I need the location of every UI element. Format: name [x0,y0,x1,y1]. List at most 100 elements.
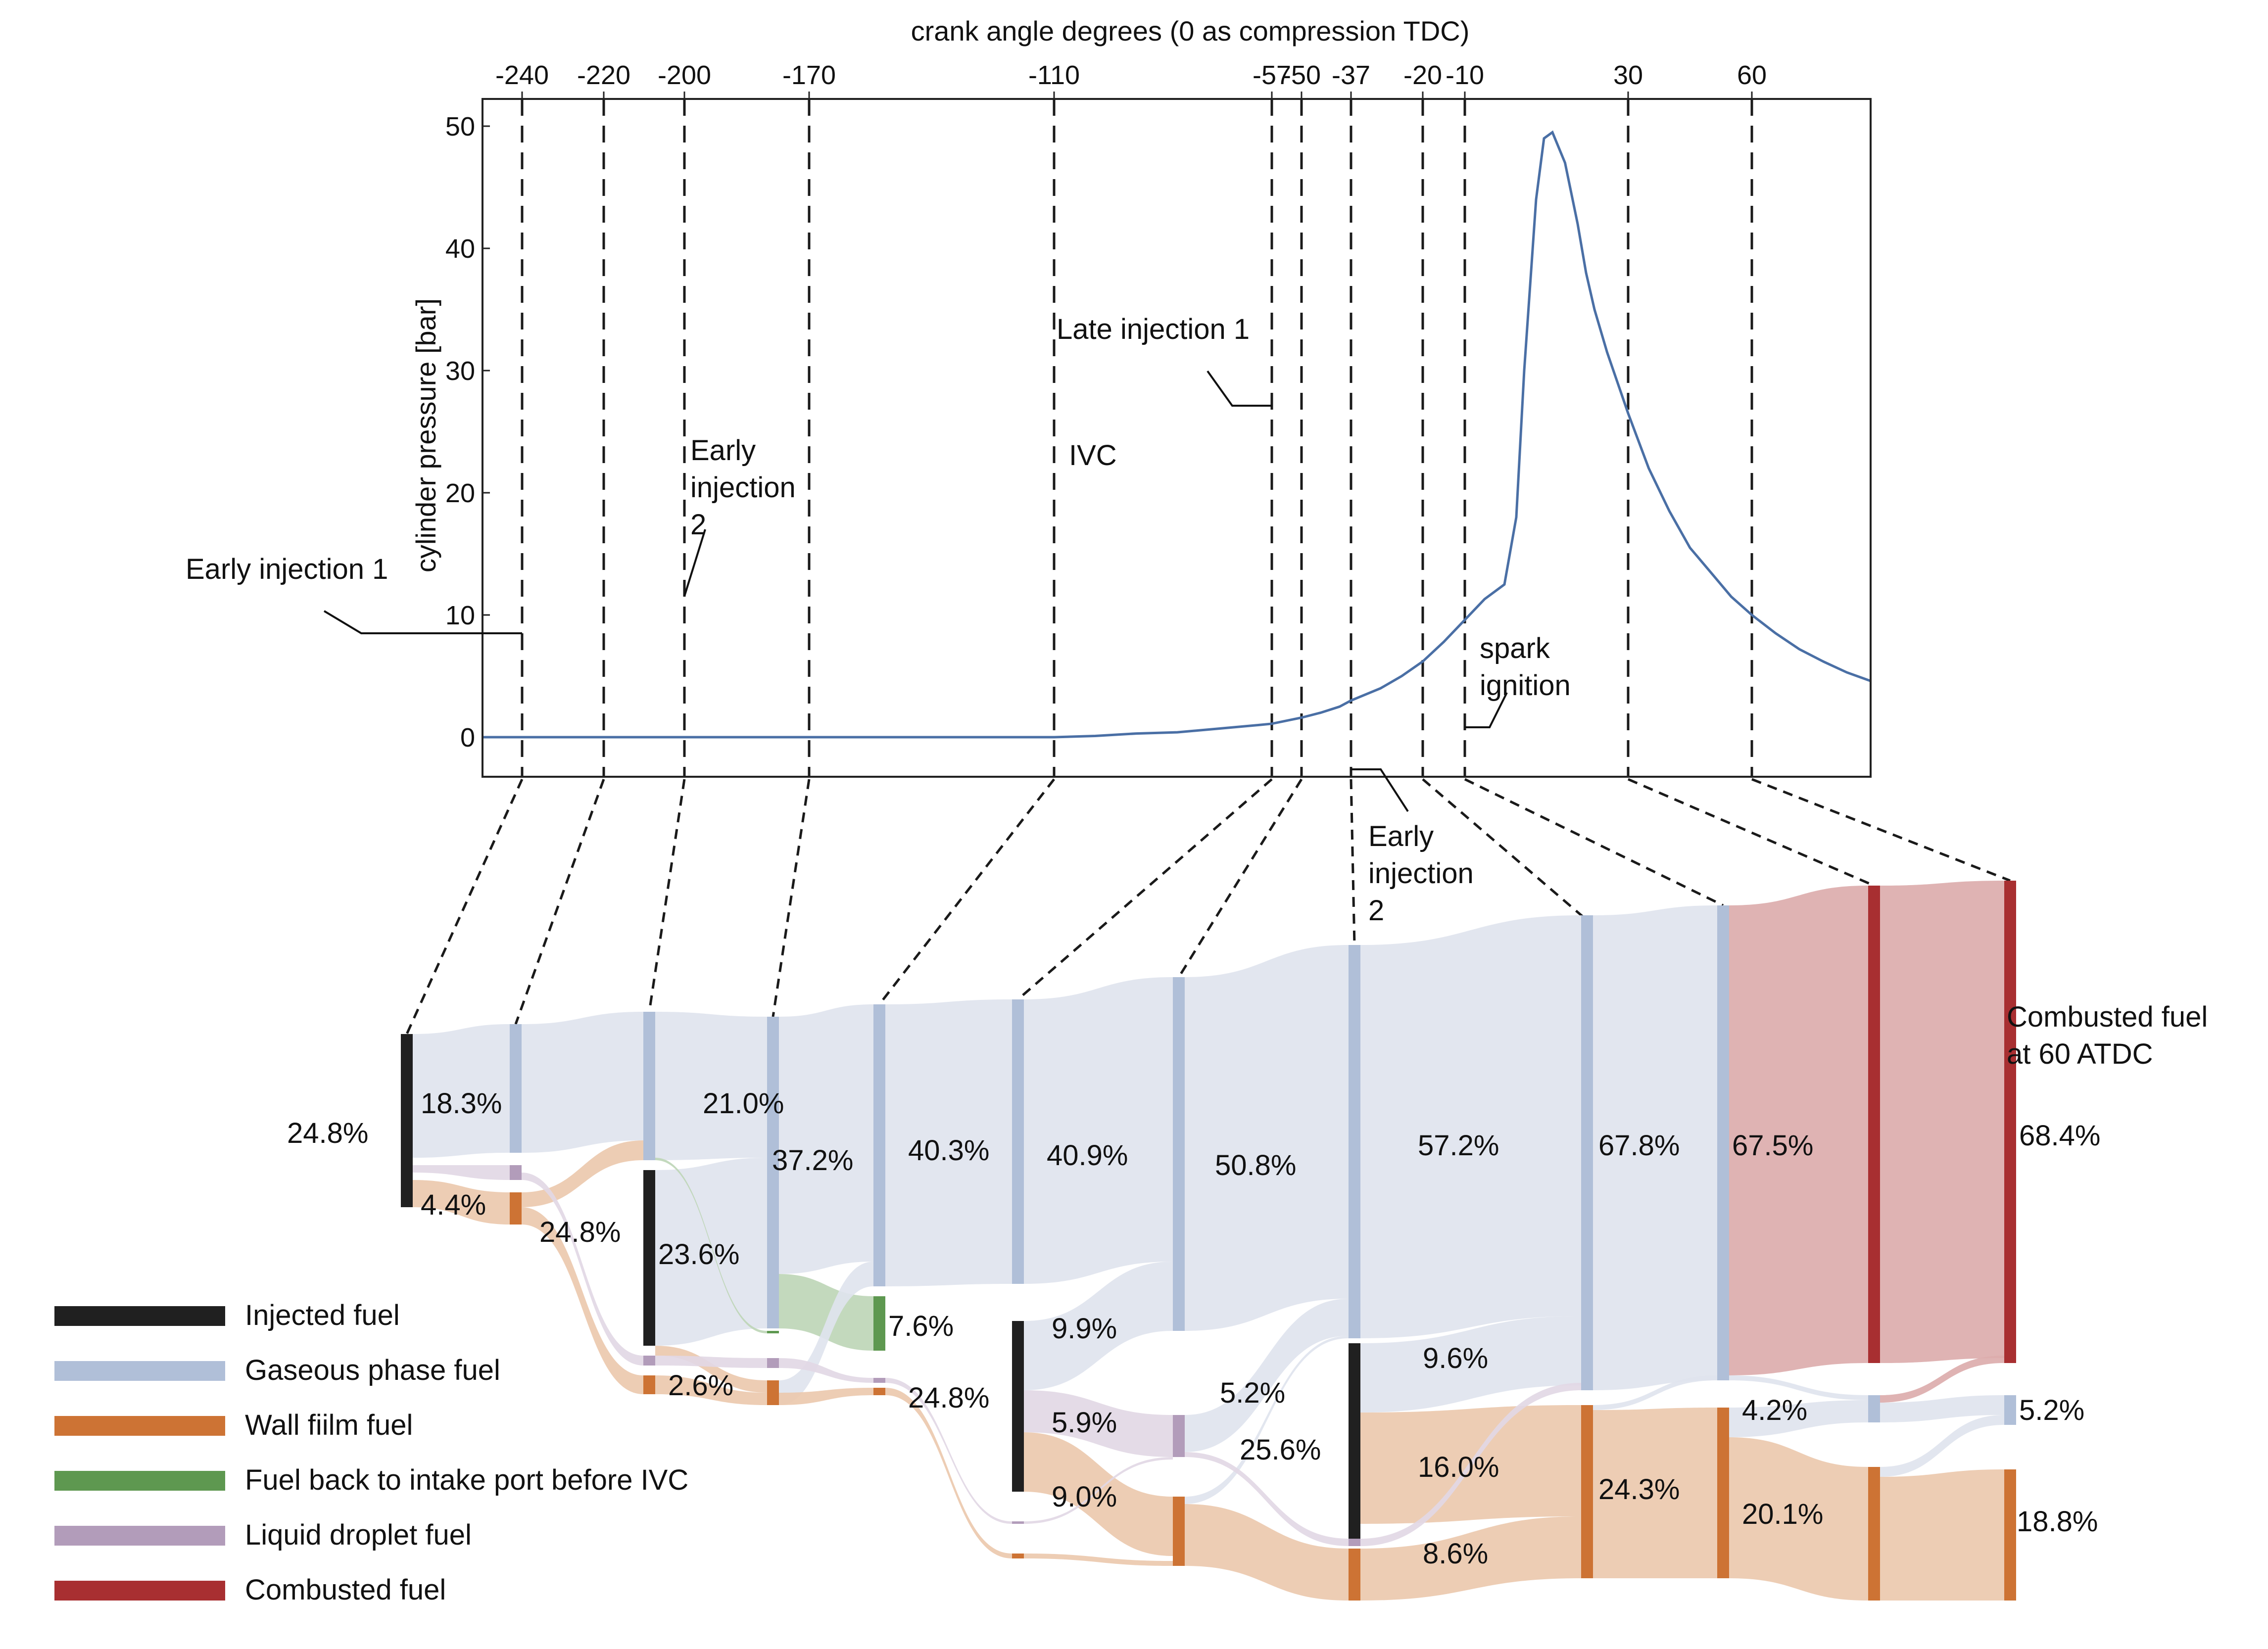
sankey-value-label: 57.2% [1418,1130,1499,1162]
y-axis-title: cylinder pressure [bar] [410,298,441,572]
sankey-node [1349,1549,1360,1601]
sankey-flow [1024,1390,1173,1457]
annotation-text: Late injection 1 [1057,313,1250,345]
sankey-node [643,1170,655,1346]
sankey-flow [1360,1383,1581,1546]
sankey-node [873,1388,885,1395]
sankey-flow [1024,1554,1173,1566]
stage-connector [1751,778,2011,882]
x-tick-label: -37 [1332,60,1370,90]
sankey-flow [655,1375,767,1405]
sankey-flow [1880,1469,2004,1601]
sankey-flow [1024,977,1173,1284]
sankey-flow [779,1388,873,1405]
stage-connector [1628,778,1875,887]
sankey-flow [779,1004,873,1274]
sankey-node [767,1331,779,1333]
stage-connector [514,779,605,1025]
annotation-early-injection-1: Early injection 1 [186,553,522,634]
sankey-node [2004,881,2016,1363]
sankey-value-label: 9.6% [1423,1342,1488,1374]
sankey-node [873,1378,885,1383]
sankey-value-label: 67.8% [1598,1130,1680,1162]
sankey-flow [1024,1262,1173,1390]
sankey-flow [522,1012,643,1153]
sankey-flow [655,1158,767,1346]
sankey-flow [1880,881,2004,1363]
x-tick-label: 30 [1613,60,1643,90]
sankey-value-label: 20.1% [1742,1498,1823,1530]
annotation-late-injection-1: Late injection 1 [1057,313,1272,407]
sankey-node [873,1296,885,1351]
sankey-nodes [401,881,2016,1601]
sankey-value-label: 5.2% [1220,1377,1285,1409]
legend-swatch [54,1306,225,1326]
y-tick-label: 20 [445,478,475,508]
sankey-flow [779,1274,873,1351]
sankey-value-label: 9.0% [1052,1481,1117,1513]
y-tick-label: 30 [445,356,475,386]
sankey-node [1349,1343,1360,1539]
sankey-flow [1360,1316,1581,1413]
sankey-value-label: 67.5% [1732,1130,1813,1162]
legend-swatch [54,1416,225,1436]
annotation-leader [683,529,706,597]
sankey-value-label: 23.6% [658,1238,739,1271]
stage-connector [878,778,1055,1005]
sankey-flow [1880,1356,2004,1403]
annotation-text: Early injection 2 [1368,820,1474,927]
annotation-text: spark ignition [1480,632,1571,702]
sankey-flow [1729,886,1868,1375]
sankey-flow [655,1158,767,1333]
sankey-node [1581,1405,1593,1578]
end-label: Combusted fuel at 60 ATDC [2007,1001,2216,1070]
stage-connectors [405,778,2011,1035]
x-tick-label: -220 [577,60,630,90]
sankey-value-label: 18.8% [2017,1506,2098,1538]
x-tick-label: -170 [782,60,836,90]
legend-label: Gaseous phase fuel [245,1354,500,1386]
annotation-ivc: IVC [1069,439,1117,471]
sankey-node [767,1380,779,1405]
sankey-value-label: 24.3% [1598,1473,1680,1506]
sankey-node [643,1375,655,1394]
x-tick-label: -10 [1446,60,1484,90]
sankey-node [1173,1497,1185,1566]
sankey-flow [1729,1375,1868,1400]
sankey-node [1717,1408,1729,1578]
sankey-flow [1360,1516,1581,1601]
sankey-labels: 24.8% 18.3% 4.4% 21.0% 24.8% 23.6% 2.6% 37.2% 7.… [287,1087,2100,1570]
stage-connector [405,778,524,1035]
y-tick-label: 0 [460,723,475,753]
sankey-node [401,1034,413,1207]
x-tick-label: -200 [658,60,711,90]
sankey-value-label: 8.6% [1423,1538,1488,1570]
pressure-line [483,130,1871,739]
sankey-flow [522,1207,643,1394]
sankey-value-label: 9.9% [1052,1313,1117,1345]
sankey-flow [1185,1299,1349,1452]
legend-swatch [54,1526,225,1546]
legend: Injected fuel Gaseous phase fuel Wall fiil… [54,1299,688,1606]
sankey-node [1868,1395,1880,1422]
sankey-value-label: 4.4% [421,1189,486,1221]
sankey-node [510,1192,522,1225]
legend-label: Combusted fuel [245,1574,446,1606]
sankey-flow [1593,1408,1717,1578]
sankey-node [510,1165,522,1180]
sankey-flow [655,1356,767,1368]
stage-connector [1177,778,1303,978]
sankey-value-label: 21.0% [703,1087,784,1120]
sankey-flow [1024,1457,1173,1524]
sankey-node [1012,1554,1024,1558]
x-tick-label: -57 [1253,60,1291,90]
y-tick-label: 40 [445,234,475,264]
sankey-node [767,1017,779,1328]
sankey-flow [1360,915,1581,1338]
sankey-flow [522,1140,643,1207]
legend-label: Wall fiilm fuel [245,1409,413,1441]
sankey-flow [885,999,1012,1286]
sankey-node [1012,999,1024,1284]
sankey-node [767,1358,779,1368]
